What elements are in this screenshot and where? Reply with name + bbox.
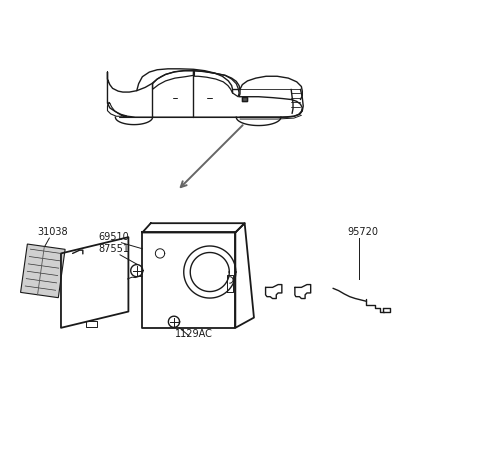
Text: 1129AC: 1129AC [175, 329, 213, 339]
Polygon shape [242, 97, 248, 101]
Text: 87551: 87551 [98, 244, 129, 254]
Bar [21, 244, 65, 298]
Text: 95720: 95720 [347, 227, 378, 237]
Text: 31038: 31038 [38, 227, 68, 237]
Text: 69510: 69510 [98, 232, 129, 242]
